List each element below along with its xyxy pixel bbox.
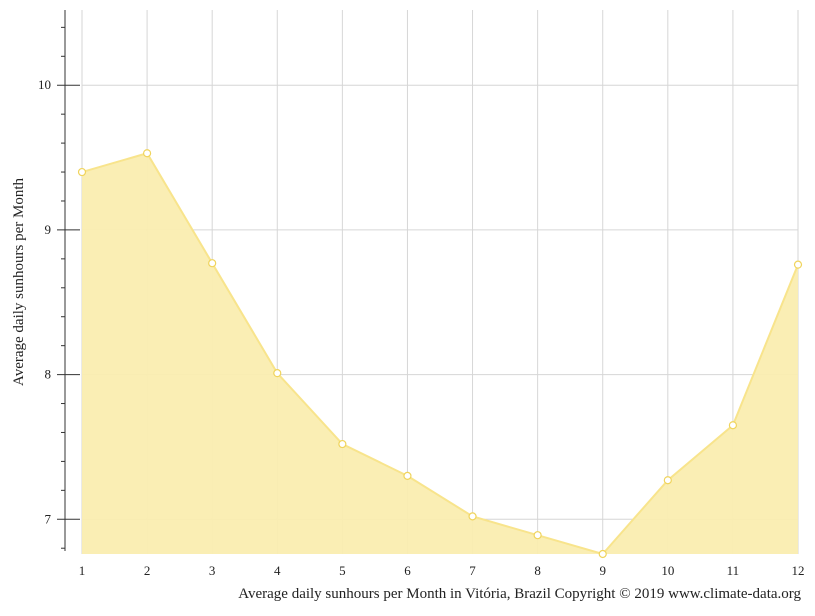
x-tick-label: 6 [404,563,411,578]
series-area [82,153,798,554]
data-point-marker [533,531,542,540]
chart-caption: Average daily sunhours per Month in Vitó… [238,586,801,602]
y-axis-title: Average daily sunhours per Month [11,178,27,387]
data-point-marker [273,369,282,378]
data-point-marker [728,421,738,430]
data-point-marker [208,259,217,268]
x-tick-label: 3 [209,563,216,578]
axis-layer [57,10,80,551]
x-tick-label: 4 [274,563,281,578]
data-point-marker [468,512,477,521]
x-tick-label: 1 [79,563,86,578]
data-point-marker [338,439,347,449]
x-tick-label: 11 [727,563,740,578]
data-point-marker [793,260,803,269]
data-point-marker [403,471,412,480]
data-point-marker [142,149,152,158]
y-tick-label: 8 [45,367,52,382]
y-tick-label: 7 [45,511,52,526]
x-tick-label: 2 [144,563,151,578]
x-tick-label: 7 [469,563,476,578]
x-tick-label: 10 [661,563,674,578]
data-point-marker [77,167,87,177]
data-point-marker [598,549,607,559]
area-layer [81,152,799,556]
x-tick-label: 5 [339,563,346,578]
x-tick-label: 12 [792,563,805,578]
y-tick-label: 10 [38,77,51,92]
x-tick-label: 8 [534,563,541,578]
y-tick-label: 9 [45,222,52,237]
series-line [81,152,799,556]
marker-layer [77,149,803,559]
data-point-marker [663,476,672,485]
x-tick-label: 9 [599,563,606,578]
